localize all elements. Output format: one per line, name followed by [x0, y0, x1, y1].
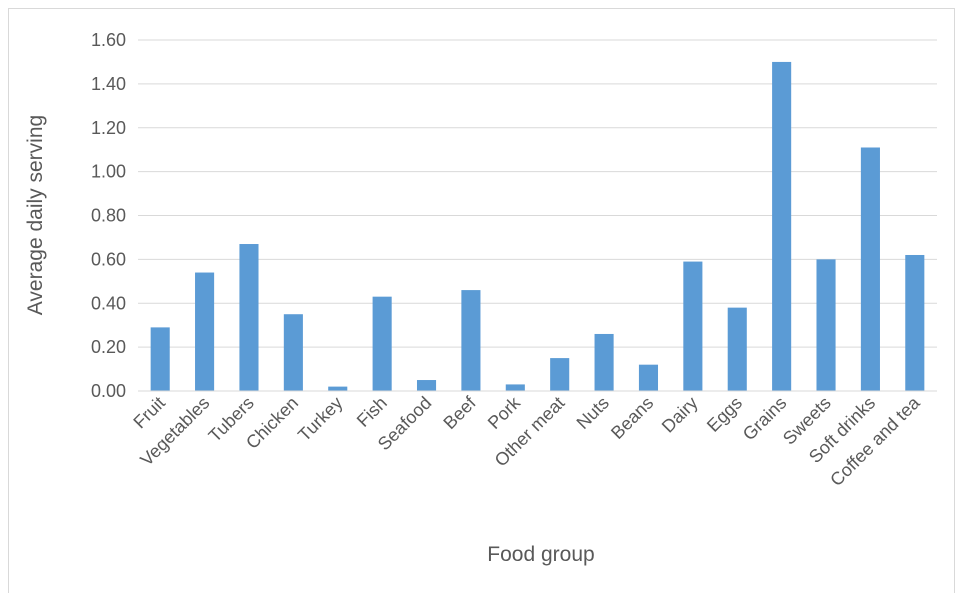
bar — [505, 384, 525, 391]
bar — [727, 307, 747, 391]
x-tick-label: Fish — [353, 393, 391, 431]
bar — [416, 380, 437, 391]
bar — [860, 147, 880, 391]
gridlines — [138, 39, 937, 348]
bar — [638, 364, 659, 391]
bar — [150, 327, 170, 391]
bars — [150, 61, 925, 391]
y-tick-label: 1.20 — [91, 118, 126, 138]
x-tick-label: Nuts — [573, 393, 613, 433]
x-tick-label: Fruit — [129, 393, 169, 433]
bar — [239, 244, 259, 391]
y-tick-label: 0.40 — [91, 293, 126, 313]
bar — [283, 314, 303, 391]
y-tick-label: 0.20 — [91, 337, 126, 357]
y-tick-label: 0.80 — [91, 206, 126, 226]
bar — [594, 333, 614, 391]
x-tick-label: Pork — [484, 392, 525, 433]
bar — [683, 261, 703, 391]
bar — [816, 259, 836, 391]
y-tick-label: 1.60 — [91, 30, 126, 50]
x-tick-label: Dairy — [658, 393, 702, 437]
y-tick-label: 0.60 — [91, 249, 126, 269]
x-tick-label: Beans — [607, 393, 657, 443]
bar — [461, 290, 481, 391]
bar — [550, 358, 570, 391]
bar — [772, 61, 792, 391]
bar — [372, 296, 392, 391]
x-axis-title: Food group — [487, 543, 594, 566]
bar — [328, 386, 348, 391]
bar — [905, 254, 925, 391]
y-axis-title: Average daily serving — [24, 115, 47, 315]
chart-frame — [8, 8, 955, 593]
y-axis-ticks: 0.00 0.20 0.40 0.60 0.80 1.00 1.20 1.40 1.60 — [91, 30, 126, 401]
x-tick-label: Turkey — [294, 393, 347, 446]
y-tick-label: 0.00 — [91, 381, 126, 401]
x-tick-label: Beef — [439, 392, 480, 433]
y-tick-label: 1.00 — [91, 162, 126, 182]
bar — [195, 272, 215, 391]
y-tick-label: 1.40 — [91, 74, 126, 94]
